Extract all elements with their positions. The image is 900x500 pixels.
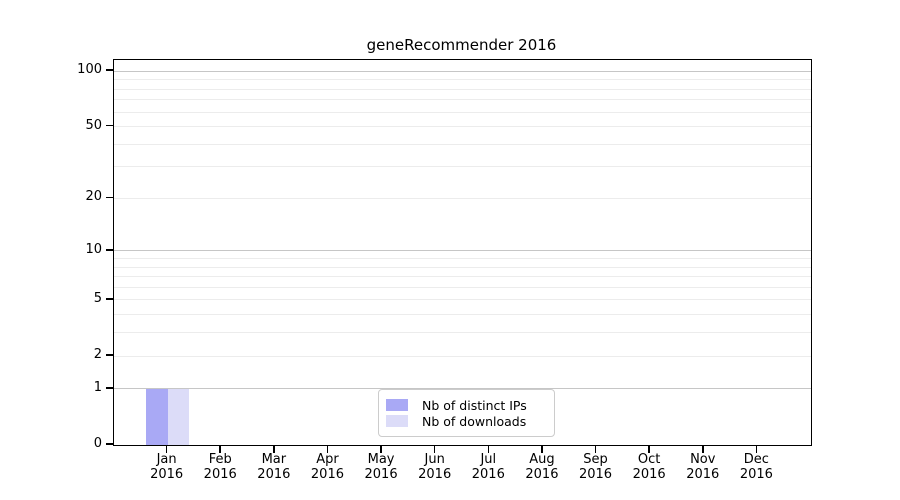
x-tick-oct	[648, 445, 650, 453]
x-tick-jul	[487, 445, 490, 453]
x-tick-apr	[326, 445, 329, 453]
x-tick-label-aug: Aug 2016	[525, 452, 559, 482]
legend-item-distinct-ips: Nb of distinct IPs	[386, 397, 546, 413]
chart-title: geneRecommender 2016	[366, 36, 557, 54]
legend-item-downloads: Nb of downloads	[386, 413, 546, 429]
x-tick-label-jan: Jan 2016	[150, 452, 184, 482]
y-tick-1	[106, 387, 113, 389]
x-tick-label-jun: Jun 2016	[418, 452, 452, 482]
y-gridline-50	[114, 126, 811, 128]
y-gridline-5	[114, 299, 811, 301]
x-tick-label-jul: Jul 2016	[471, 452, 505, 482]
y-gridline-70	[114, 99, 811, 101]
y-gridline-8	[114, 266, 811, 268]
y-gridline-20	[114, 197, 811, 199]
y-gridline-9	[114, 257, 811, 259]
x-tick-nov	[702, 445, 704, 453]
y-tick-50	[106, 124, 113, 127]
legend-label-downloads: Nb of downloads	[422, 413, 527, 429]
y-gridline-3	[114, 332, 811, 334]
legend-swatch-distinct-ips	[386, 399, 408, 411]
y-tick-label-5: 5	[93, 290, 102, 306]
legend-label-distinct-ips: Nb of distinct IPs	[422, 397, 527, 413]
y-gridline-60	[114, 111, 811, 113]
x-tick-aug	[541, 445, 543, 453]
bar-jan-downloads	[167, 388, 190, 445]
y-gridline-40	[114, 143, 811, 145]
y-tick-0	[106, 443, 113, 445]
x-tick-label-may: May 2016	[364, 452, 398, 482]
y-gridline-6	[114, 286, 811, 288]
y-tick-20	[106, 196, 113, 199]
y-tick-label-0: 0	[93, 436, 102, 451]
y-tick-label-20: 20	[85, 189, 102, 205]
y-tick-label-2: 2	[93, 347, 102, 362]
plot-area	[113, 59, 812, 446]
x-tick-label-sep: Sep 2016	[578, 452, 613, 482]
y-tick-label-50: 50	[85, 117, 102, 133]
y-gridline-7	[114, 276, 811, 278]
x-tick-label-mar: Mar 2016	[257, 452, 291, 482]
legend: Nb of distinct IPs Nb of downloads	[378, 389, 555, 437]
legend-swatch-downloads	[386, 415, 408, 427]
y-gridline-30	[114, 166, 811, 168]
x-tick-may	[380, 445, 382, 453]
x-tick-sep	[594, 445, 597, 453]
y-tick-label-10: 10	[85, 241, 102, 257]
y-gridline-10	[114, 250, 811, 252]
x-tick-jun	[433, 445, 436, 453]
y-tick-label-1: 1	[93, 379, 102, 395]
x-tick-label-oct: Oct 2016	[632, 452, 666, 482]
x-tick-dec	[755, 445, 758, 453]
y-gridline-100	[114, 70, 811, 72]
y-gridline-1	[114, 388, 811, 390]
x-tick-label-feb: Feb 2016	[203, 452, 237, 482]
y-gridline-4	[114, 314, 811, 316]
y-gridline-2	[114, 355, 811, 357]
x-tick-label-apr: Apr 2016	[310, 452, 344, 482]
bar-jan-distinct-ips	[146, 388, 168, 445]
y-gridline-80	[114, 88, 811, 90]
y-gridline-90	[114, 79, 811, 81]
y-tick-5	[106, 298, 113, 300]
y-tick-100	[106, 69, 113, 71]
y-tick-label-100: 100	[77, 62, 102, 78]
x-tick-jan	[165, 445, 168, 453]
x-tick-label-dec: Dec 2016	[739, 452, 773, 482]
x-tick-label-nov: Nov 2016	[686, 452, 720, 482]
x-tick-mar	[273, 445, 275, 453]
y-tick-10	[106, 249, 113, 251]
x-tick-feb	[219, 445, 221, 453]
y-tick-2	[106, 354, 113, 356]
